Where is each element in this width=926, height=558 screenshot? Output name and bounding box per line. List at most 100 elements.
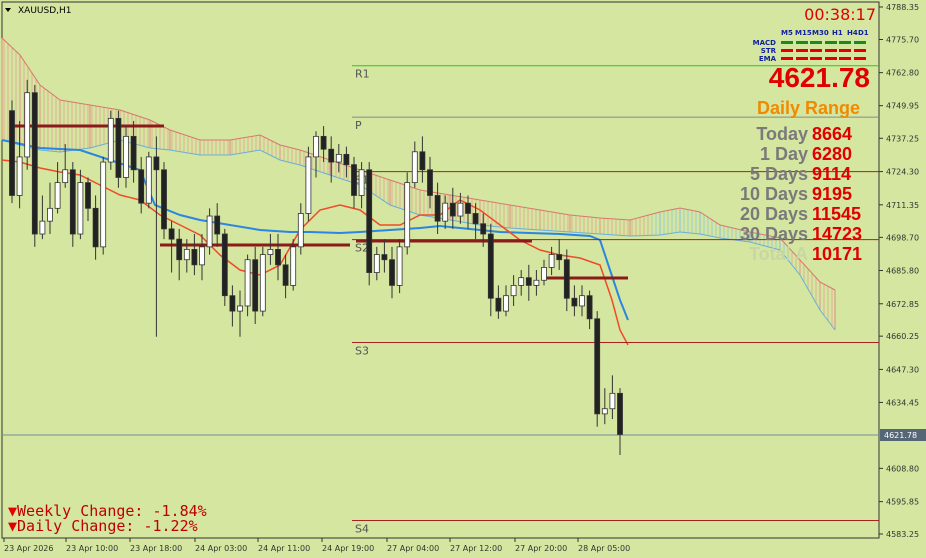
- candle-body: [586, 295, 593, 320]
- timeframe-label: H4: [847, 29, 858, 37]
- candle-body: [145, 156, 152, 204]
- daily-range-value: 9114: [812, 164, 852, 184]
- signal-indicator: [781, 41, 793, 44]
- candle-body: [9, 110, 15, 196]
- candle-body: [381, 254, 388, 261]
- daily-range-value: 11545: [812, 204, 862, 224]
- candle-body: [465, 202, 471, 214]
- candle-body: [69, 169, 76, 235]
- candle-body: [556, 254, 563, 261]
- candle-body: [206, 215, 213, 248]
- signal-indicator: [839, 57, 851, 60]
- y-tick-label: 4762.80: [886, 69, 919, 78]
- signal-indicator: [839, 49, 851, 52]
- y-tick-label: 4672.85: [886, 300, 919, 309]
- level-label-r1: R1: [355, 68, 370, 81]
- signal-indicator: [781, 49, 793, 52]
- symbol-dropdown-icon[interactable]: [5, 8, 11, 12]
- y-tick-label: 4737.25: [886, 134, 919, 143]
- signal-indicator: [853, 41, 866, 44]
- candle-body: [297, 213, 304, 248]
- candle-body: [579, 295, 585, 307]
- signal-row-label: STR: [760, 47, 776, 55]
- candle-body: [594, 318, 601, 415]
- candle-body: [525, 277, 532, 286]
- candle-timer: 00:38:17: [804, 5, 876, 24]
- signal-indicator: [853, 57, 866, 60]
- candle-body: [358, 169, 365, 196]
- daily-range-label: 5 Days: [749, 164, 808, 184]
- candle-body: [510, 285, 517, 297]
- candle-body: [168, 228, 175, 240]
- x-tick-label: 28 Apr 05:00: [578, 544, 630, 553]
- price-axis: 4788.35 4775.70 4762.80 4749.95 4737.25 4724.…: [879, 3, 926, 539]
- signal-row-label: EMA: [758, 55, 776, 63]
- candle-body: [533, 279, 540, 286]
- candle-body: [214, 215, 221, 235]
- candle-body: [130, 135, 137, 171]
- level-label-s4: S4: [355, 523, 369, 536]
- candle-body: [237, 305, 243, 312]
- y-tick-label: 4660.25: [886, 332, 919, 341]
- y-tick-label: 4583.25: [886, 530, 919, 539]
- candle-body: [267, 249, 274, 255]
- daily-range-label: Total A: [749, 244, 808, 264]
- candle-body: [366, 169, 373, 273]
- candle-body: [503, 295, 509, 312]
- signal-indicator: [795, 49, 808, 52]
- current-price-tag: [880, 428, 926, 441]
- candle-body: [411, 151, 418, 184]
- candle-body: [62, 169, 69, 184]
- candle-body: [495, 297, 502, 312]
- y-tick-label: 4749.95: [886, 102, 919, 111]
- candle-body: [480, 223, 487, 235]
- y-tick-label: 4595.85: [886, 498, 919, 507]
- y-tick-label: 4724.30: [886, 168, 919, 177]
- timeframe-label: D1: [858, 29, 869, 37]
- candle-body: [153, 156, 160, 171]
- candle-body: [487, 233, 494, 299]
- candle-body: [396, 246, 403, 286]
- x-tick-label: 24 Apr 11:00: [258, 544, 310, 553]
- timeframe-label: H1: [832, 29, 843, 37]
- x-tick-label: 27 Apr 20:00: [515, 544, 567, 553]
- candle-body: [183, 249, 190, 261]
- x-tick-label: 24 Apr 19:00: [322, 544, 374, 553]
- level-label-p: P: [355, 119, 362, 132]
- candle-body: [229, 295, 236, 312]
- y-tick-label: 4608.80: [886, 464, 919, 473]
- x-tick-label: 23 Apr 2026: [4, 544, 53, 553]
- candle-body: [39, 220, 46, 235]
- candle-body: [335, 153, 342, 163]
- candle-body: [138, 169, 145, 204]
- y-tick-label: 4698.70: [886, 233, 919, 242]
- plot-area: [1, 1, 880, 539]
- candle-body: [305, 156, 312, 214]
- signal-indicator: [810, 57, 822, 60]
- candle-body: [434, 195, 441, 222]
- signal-indicator: [810, 41, 822, 44]
- y-tick-label: 4647.30: [886, 365, 919, 374]
- timeframe-label: M15: [795, 29, 812, 37]
- y-tick-label: 4711.35: [886, 201, 919, 210]
- down-arrow-icon: ▼: [8, 517, 18, 535]
- daily-change-text: Daily Change: -1.22%: [17, 517, 198, 535]
- daily-range-label: 1 Day: [759, 144, 808, 164]
- candle-body: [282, 264, 289, 286]
- daily-range-value: 14723: [812, 224, 863, 244]
- y-tick-label: 4788.35: [886, 3, 919, 12]
- current-price-display: 4621.78: [768, 62, 870, 93]
- candle-body: [548, 254, 555, 268]
- x-tick-label: 23 Apr 10:00: [66, 544, 118, 553]
- candle-body: [123, 135, 129, 178]
- signal-indicator: [853, 49, 866, 52]
- candle-body: [16, 156, 23, 196]
- signal-indicator: [839, 41, 851, 44]
- candle-body: [442, 202, 449, 222]
- y-tick-label: 4634.45: [886, 398, 919, 407]
- signal-indicator: [824, 49, 837, 52]
- x-tick-label: 24 Apr 03:00: [195, 544, 247, 553]
- signal-indicator: [824, 57, 837, 60]
- candle-body: [404, 182, 411, 248]
